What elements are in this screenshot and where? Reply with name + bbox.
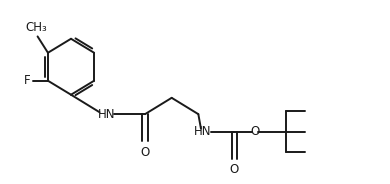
Text: HN: HN xyxy=(194,125,211,138)
Text: O: O xyxy=(140,146,150,159)
Text: O: O xyxy=(250,125,259,138)
Text: HN: HN xyxy=(98,108,115,121)
Text: F: F xyxy=(24,74,30,87)
Text: O: O xyxy=(230,164,239,176)
Text: CH₃: CH₃ xyxy=(25,22,47,34)
